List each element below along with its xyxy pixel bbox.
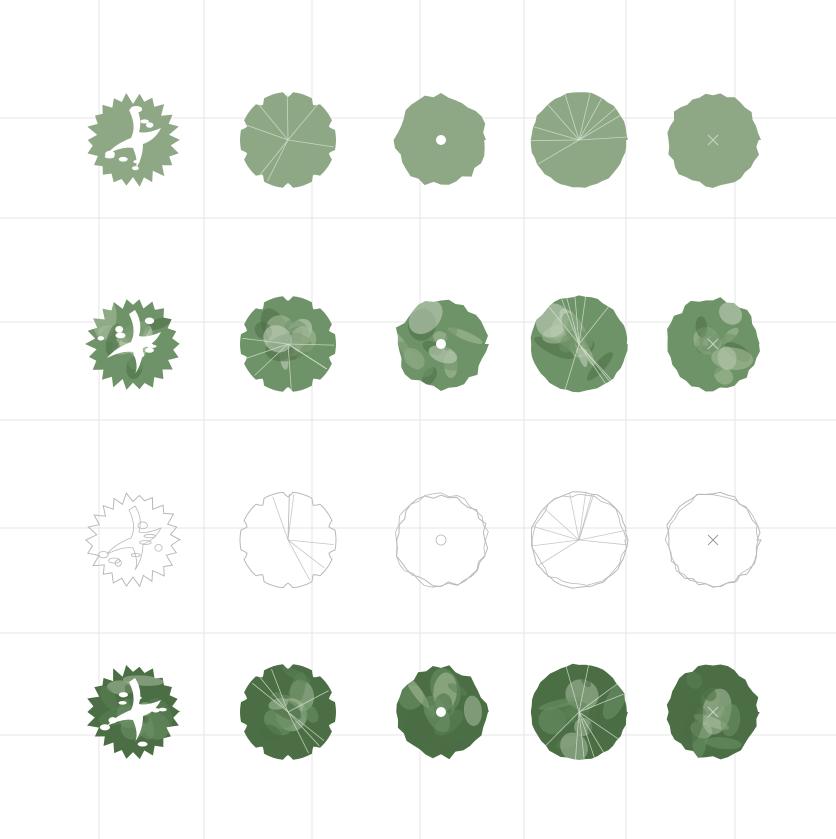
notched-tree-icon: [240, 664, 336, 760]
leafy-tree-icon: [85, 299, 180, 390]
radial-tree-icon: [530, 92, 628, 188]
radial-tree-icon: [530, 295, 628, 393]
cross-tree-icon: [666, 664, 760, 760]
dot-tree-icon: [395, 299, 489, 391]
dot-tree-icon: [395, 492, 489, 588]
cross-tree-icon: [667, 93, 761, 188]
dot-tree-icon: [393, 93, 486, 186]
notched-tree-icon: [240, 92, 336, 188]
leafy-tree-icon: [87, 665, 181, 760]
radial-tree-icon: [530, 663, 628, 760]
leafy-tree-icon: [84, 492, 181, 588]
radial-tree-icon: [530, 491, 629, 589]
notched-tree-icon: [240, 296, 336, 392]
cross-tree-icon: [667, 297, 760, 392]
cross-tree-icon: [664, 491, 762, 588]
dot-tree-icon: [396, 665, 489, 760]
leafy-tree-icon: [87, 93, 181, 187]
notched-tree-icon: [239, 491, 337, 589]
